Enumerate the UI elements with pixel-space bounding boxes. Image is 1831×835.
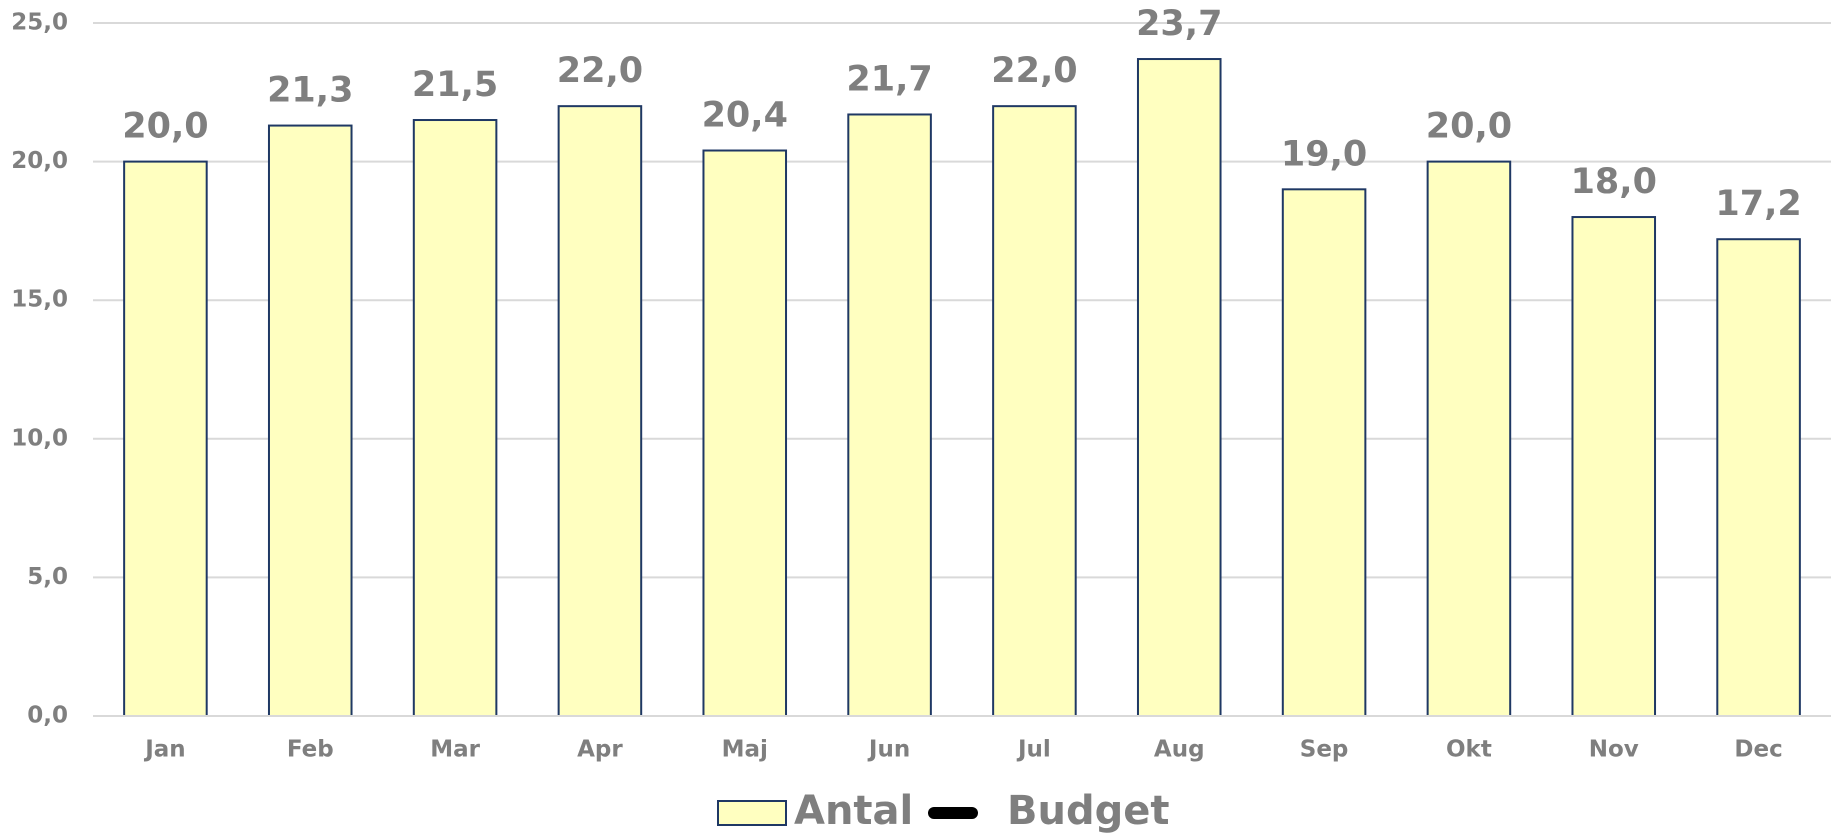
data-label: 20,0 bbox=[1426, 107, 1512, 147]
x-tick-label: Feb bbox=[287, 737, 334, 763]
data-label: 20,0 bbox=[122, 107, 208, 147]
x-tick-label: Nov bbox=[1589, 737, 1639, 763]
data-label: 21,3 bbox=[267, 71, 353, 111]
legend-label: Budget bbox=[1007, 788, 1169, 834]
legend-swatch bbox=[717, 800, 787, 826]
data-label: 17,2 bbox=[1715, 184, 1801, 224]
bar bbox=[123, 160, 208, 718]
bar bbox=[1716, 238, 1801, 717]
x-tick-label: Aug bbox=[1154, 737, 1205, 763]
data-label: 21,5 bbox=[412, 65, 498, 105]
bar bbox=[1136, 58, 1222, 717]
x-tick-label: Apr bbox=[577, 737, 623, 763]
bar bbox=[1426, 160, 1512, 718]
y-tick-label: 5,0 bbox=[27, 564, 68, 590]
x-tick-label: Jun bbox=[867, 737, 910, 763]
y-tick-label: 10,0 bbox=[11, 425, 68, 451]
x-tick-label: Sep bbox=[1300, 737, 1349, 763]
bar bbox=[557, 105, 643, 718]
data-label: 22,0 bbox=[557, 51, 643, 91]
bar bbox=[992, 105, 1077, 718]
x-tick-label: Mar bbox=[430, 737, 480, 763]
y-tick-label: 20,0 bbox=[11, 148, 68, 174]
bar bbox=[702, 149, 788, 717]
bar bbox=[267, 124, 353, 717]
x-tick-label: Maj bbox=[722, 737, 768, 763]
data-label: 19,0 bbox=[1281, 134, 1367, 174]
x-tick-label: Jan bbox=[143, 737, 185, 763]
data-label: 22,0 bbox=[991, 51, 1077, 91]
y-tick-label: 15,0 bbox=[11, 287, 68, 313]
bar bbox=[1281, 188, 1367, 717]
bar bbox=[847, 113, 932, 717]
bar bbox=[412, 119, 498, 717]
y-tick-label: 0,0 bbox=[27, 703, 68, 729]
x-tick-label: Dec bbox=[1734, 737, 1782, 763]
x-tick-label: Okt bbox=[1446, 737, 1492, 763]
data-label: 20,4 bbox=[702, 96, 788, 136]
legend-label: Antal bbox=[794, 788, 913, 834]
x-tick-label: Jul bbox=[1016, 737, 1051, 763]
y-tick-label: 25,0 bbox=[11, 10, 68, 36]
data-label: 18,0 bbox=[1571, 162, 1657, 202]
bar bbox=[1571, 216, 1657, 717]
data-label: 21,7 bbox=[846, 59, 932, 99]
data-label: 23,7 bbox=[1136, 4, 1222, 44]
